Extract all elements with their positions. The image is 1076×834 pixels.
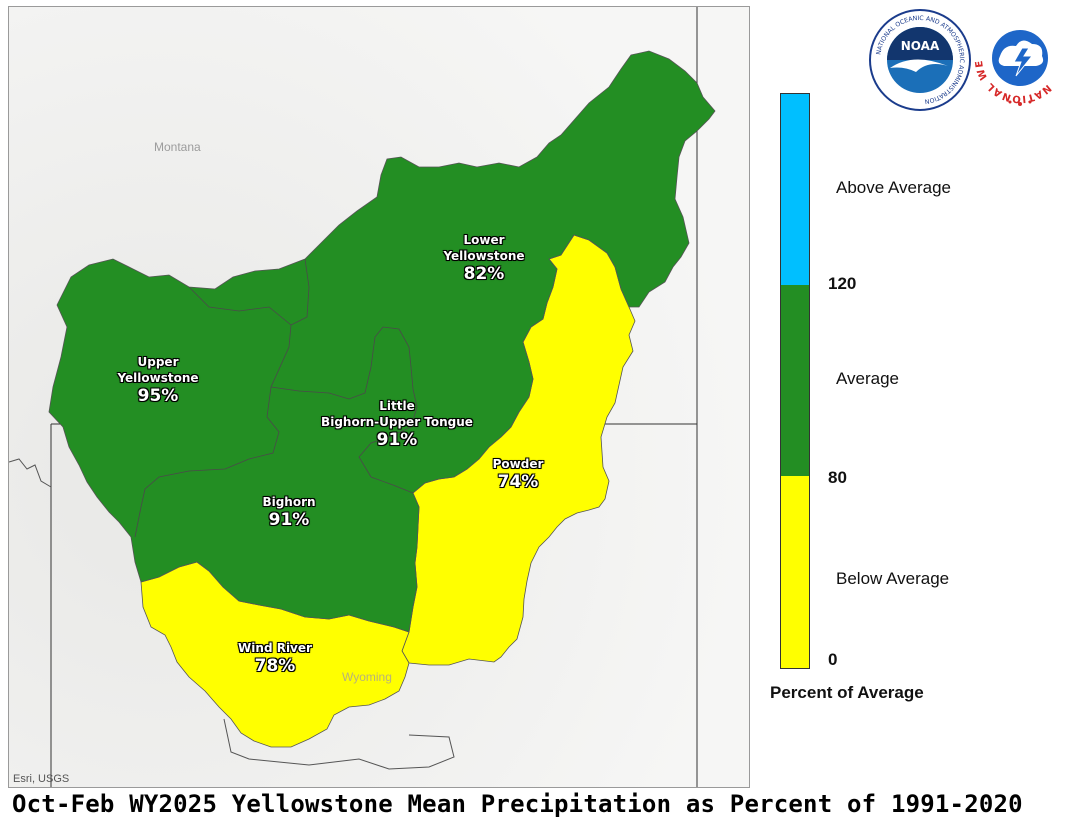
legend-break-80: 80 <box>828 468 847 487</box>
divide-upper-yellowstone <box>134 286 292 538</box>
legend-title: Percent of Average <box>770 683 924 702</box>
basin-map-svg <box>9 7 749 787</box>
map-panel[interactable]: Montana Wyoming Lower Yellowstone 82% Up… <box>8 6 750 788</box>
basin-percent: 91% <box>268 510 310 530</box>
legend-break-0: 0 <box>828 650 838 669</box>
divide-bighorn-little <box>270 326 418 494</box>
basin-name-line: Lower <box>463 233 505 247</box>
legend-color-bar <box>780 93 810 669</box>
basin-percent: 91% <box>376 430 418 450</box>
map-credit: Esri, USGS <box>13 773 70 785</box>
basin-label-little-bighorn-upper-tongue: Little Bighorn-Upper Tongue 91% <box>321 398 473 450</box>
legend-swatch-average <box>781 285 809 476</box>
divide-little-lower <box>290 258 310 326</box>
idaho-border <box>9 458 52 488</box>
south-boundary <box>223 718 455 770</box>
basin-name-line: Bighorn-Upper Tongue <box>321 415 473 429</box>
basin-label-upper-yellowstone: Upper Yellowstone 95% <box>117 354 199 406</box>
basin-name-line: Yellowstone <box>117 371 199 385</box>
basin-label-wind-river: Wind River 78% <box>238 640 312 676</box>
basin-green-region <box>48 50 716 633</box>
legend-break-120: 120 <box>828 274 857 293</box>
state-label-montana: Montana <box>154 140 201 154</box>
legend-swatch-below-average <box>781 476 809 668</box>
basin-percent: 78% <box>254 656 296 676</box>
basin-name-line: Wind River <box>238 641 312 655</box>
legend-label-above-average: Above Average <box>836 178 951 197</box>
basin-name-line: Upper <box>137 355 179 369</box>
basin-percent: 82% <box>463 264 505 284</box>
basin-name-line: Little <box>379 399 415 413</box>
noaa-logo: NATIONAL OCEANIC AND ATMOSPHERIC ADMINIS… <box>869 9 971 111</box>
basin-name-line: Powder <box>492 457 544 471</box>
state-label-wyoming: Wyoming <box>342 670 392 684</box>
basin-percent: 95% <box>137 386 179 406</box>
basin-label-bighorn: Bighorn 91% <box>262 494 316 530</box>
basin-label-lower-yellowstone: Lower Yellowstone 82% <box>443 232 525 284</box>
basin-name-line: Yellowstone <box>443 249 525 263</box>
noaa-center-text: NOAA <box>901 39 940 53</box>
basin-name-line: Bighorn <box>262 495 316 509</box>
nws-logo: NATIONAL WEATHER SERVICE <box>974 6 1065 106</box>
basin-percent: 74% <box>497 472 539 492</box>
map-caption: Oct-Feb WY2025 Yellowstone Mean Precipit… <box>12 790 1023 818</box>
basin-label-powder: Powder 74% <box>492 456 544 492</box>
legend-swatch-above-average <box>781 94 809 285</box>
legend-label-average: Average <box>836 369 900 388</box>
legend-label-below-average: Below Average <box>836 569 950 588</box>
